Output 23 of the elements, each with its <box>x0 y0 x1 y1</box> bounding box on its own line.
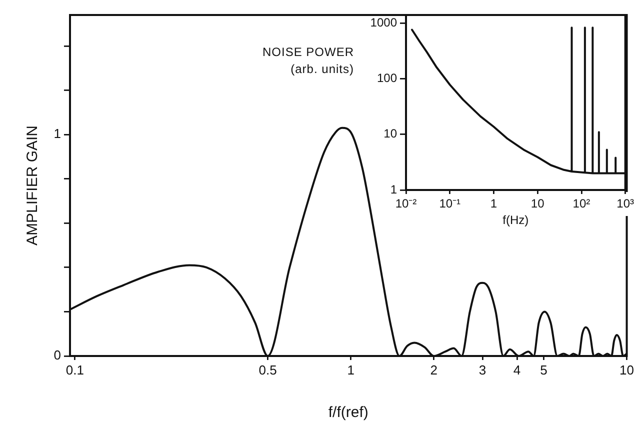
x-tick-label: 0.5 <box>258 362 277 378</box>
x-tick-label: 10 <box>620 362 634 378</box>
y-tick-label: 1 <box>390 182 398 196</box>
y-tick-label: 100 <box>376 71 398 86</box>
x-tick-label: 1 <box>347 362 354 378</box>
x-tick-label: 4 <box>513 362 521 378</box>
x-tick-label: 10² <box>572 196 590 211</box>
x-tick-label: 1 <box>490 196 498 211</box>
y-axis-title: NOISE POWER (arb. units) <box>261 44 354 78</box>
x-tick-label: 10⁻² <box>395 196 417 211</box>
y-tick-label: 10 <box>384 126 398 141</box>
y-axis-title: AMPLIFIER GAIN <box>24 125 42 246</box>
x-tick-label: 3 <box>478 362 486 378</box>
y-tick-label: 0 <box>54 348 61 363</box>
x-axis-title: f(Hz) <box>502 213 529 228</box>
x-tick-label: 0.1 <box>66 362 84 378</box>
y-tick-label: 1000 <box>370 15 398 30</box>
x-tick-label: 10⁻¹ <box>439 196 461 211</box>
x-tick-label: 5 <box>540 362 548 378</box>
x-axis-title: f/f(ref) <box>328 404 368 422</box>
x-tick-label: 10 <box>530 196 545 211</box>
x-tick-label: 10³ <box>616 196 634 211</box>
x-tick-label: 2 <box>430 362 438 378</box>
